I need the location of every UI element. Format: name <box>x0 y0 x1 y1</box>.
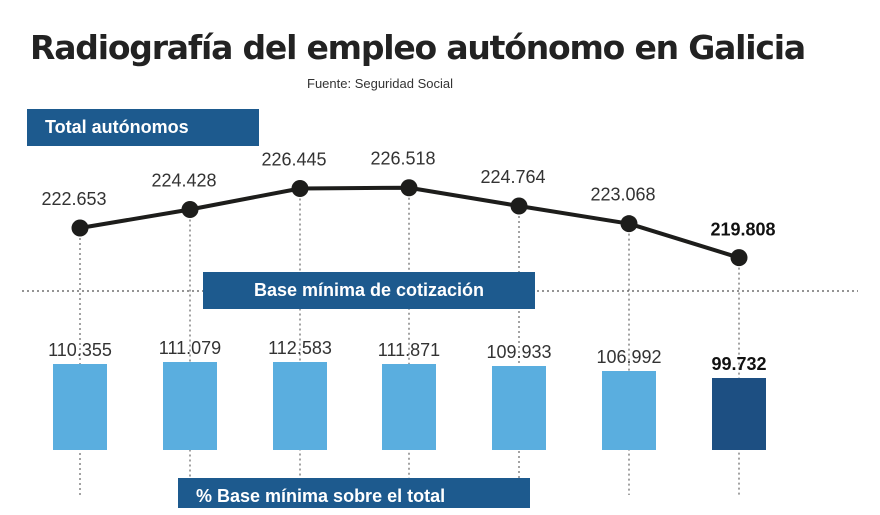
line-value-label: 219.808 <box>710 220 775 240</box>
bar-value-label: 111.079 <box>159 338 221 358</box>
bar-value-label: 109.933 <box>486 342 551 362</box>
section-label-pct: % Base mínima sobre el total <box>178 478 530 508</box>
line-value-label: 224.764 <box>480 167 545 187</box>
line-value-label: 223.068 <box>590 185 655 205</box>
bar-value-label: 99.732 <box>711 354 766 374</box>
bar <box>53 364 107 450</box>
source-note: Fuente: Seguridad Social <box>307 76 453 91</box>
line-value-label: 222.653 <box>41 189 106 209</box>
line-value-label: 226.445 <box>261 149 326 169</box>
line-point <box>510 197 528 215</box>
bar-value-label: 106.992 <box>596 347 661 367</box>
line-point <box>400 179 418 197</box>
line-point <box>730 249 748 267</box>
bar <box>712 378 766 450</box>
section-label-total: Total autónomos <box>27 109 259 146</box>
bar-value-label: 110.355 <box>48 340 112 360</box>
bar-value-label: 111.871 <box>378 340 440 360</box>
bar <box>382 364 436 450</box>
bar-value-label: 112.583 <box>268 338 332 358</box>
chart-canvas: 110.355 111.079 112.583 111.871 109.933 106.9… <box>22 149 858 495</box>
line-point <box>71 219 89 237</box>
line-point <box>620 215 638 233</box>
bar <box>492 366 546 450</box>
line-value-label: 226.518 <box>370 149 435 169</box>
line-point <box>291 179 309 197</box>
line-point <box>181 201 199 218</box>
bar <box>602 371 656 450</box>
bar <box>163 362 217 450</box>
bar <box>273 362 327 450</box>
line-value-label: 224.428 <box>151 171 216 191</box>
chart-title: Radiografía del empleo autónomo en Galic… <box>30 28 806 67</box>
section-label-base: Base mínima de cotización <box>203 272 535 309</box>
